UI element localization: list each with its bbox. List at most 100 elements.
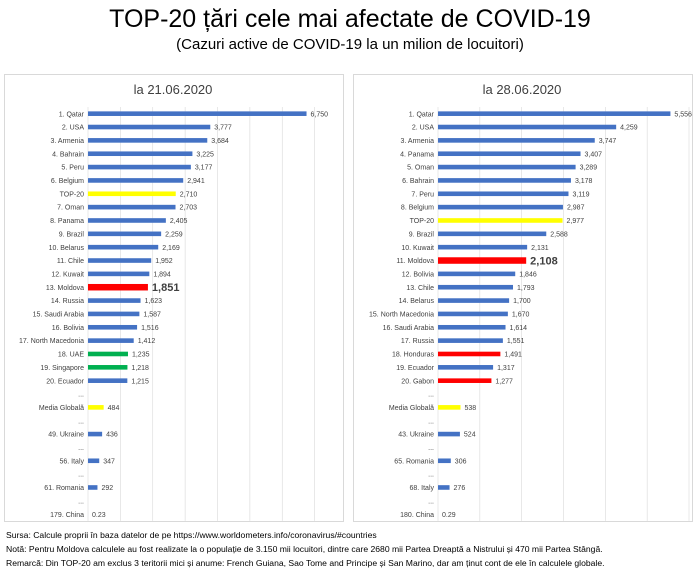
value-label-16-saudi-arabia: 1,614 <box>510 325 528 332</box>
bar-14-belarus <box>438 298 510 303</box>
value-label-19-ecuador: 1,317 <box>497 365 515 372</box>
category-label-2-usa: 2. USA <box>62 125 85 132</box>
value-label-10-belarus: 2,169 <box>162 245 180 252</box>
bar-18-uae <box>88 351 128 357</box>
value-label-top-20: 2,710 <box>180 191 198 198</box>
value-label-5-oman: 3,289 <box>580 165 598 172</box>
category-label-3-armenia: 3. Armenia <box>51 138 85 145</box>
bar-media-global <box>438 405 461 410</box>
bar-13-chile <box>438 284 514 290</box>
value-label-18-honduras: 1,491 <box>504 352 522 359</box>
bar-12-kuwait <box>88 271 150 277</box>
bar-15-north-macedonia <box>438 311 508 317</box>
value-label-9-brazil: 2,259 <box>165 231 183 238</box>
value-label-68-italy: 276 <box>454 485 466 492</box>
bar-10-kuwait <box>438 244 528 250</box>
value-label-media-global: 484 <box>108 405 120 412</box>
category-label-dots: ... <box>428 445 434 452</box>
value-label-top-20: 2,977 <box>567 218 585 225</box>
category-label-dots: ... <box>78 498 84 505</box>
category-label-7-peru: 7. Peru <box>411 191 434 198</box>
bar-15-saudi-arabia <box>88 311 140 317</box>
bar-16-saudi-arabia <box>438 324 506 330</box>
bar-top-20 <box>438 218 563 223</box>
category-label-2-usa: 2. USA <box>412 125 435 132</box>
bar-3-armenia <box>88 138 208 143</box>
bar-5-oman <box>438 164 576 170</box>
category-label-dots: ... <box>428 498 434 505</box>
page-title: TOP-20 țări cele mai afectate de COVID-1… <box>109 5 591 33</box>
category-label-13-chile: 13. Chile <box>406 285 434 292</box>
category-label-49-ukraine: 49. Ukraine <box>48 432 84 439</box>
bar-61-romania <box>88 485 98 490</box>
category-label-20-gabon: 20. Gabon <box>401 378 434 385</box>
bar-6-belgium <box>88 178 184 183</box>
value-label-10-kuwait: 2,131 <box>531 245 549 252</box>
chart-title: la 21.06.2020 <box>134 82 213 97</box>
bar-10-belarus <box>88 244 159 250</box>
category-label-10-kuwait: 10. Kuwait <box>401 245 434 252</box>
category-label-dots: ... <box>428 392 434 399</box>
category-label-180-china: 180. China <box>400 512 434 519</box>
chart-panel-right: la 28.06.20200.001000.002000.003000.0040… <box>353 74 693 522</box>
bar-3-armenia <box>438 138 595 143</box>
bar-14-russia <box>88 298 141 303</box>
category-label-11-chile: 11. Chile <box>57 258 84 265</box>
category-label-65-romania: 65. Romania <box>394 458 434 465</box>
value-label-3-armenia: 3,684 <box>211 138 229 145</box>
bar-2-usa <box>88 124 211 130</box>
category-label-11-moldova: 11. Moldova <box>396 258 434 265</box>
category-label-17-north-macedonia: 17. North Macedonia <box>19 338 84 345</box>
bar-65-romania <box>438 458 451 464</box>
category-label-dots: ... <box>78 418 84 425</box>
bar-1-qatar <box>438 111 671 116</box>
value-label-3-armenia: 3,747 <box>599 138 617 145</box>
bar-8-panama <box>88 218 166 223</box>
bar-6-bahrain <box>438 178 571 183</box>
value-label-5-peru: 3,177 <box>195 165 213 172</box>
value-label-12-bolivia: 1,846 <box>519 271 537 278</box>
value-label-49-ukraine: 436 <box>106 432 118 439</box>
category-label-61-romania: 61. Romania <box>44 485 84 492</box>
bar-20-ecuador <box>88 378 128 383</box>
bar-68-italy <box>438 485 450 490</box>
category-label-9-brazil: 9. Brazil <box>409 231 435 238</box>
category-label-9-brazil: 9. Brazil <box>59 231 85 238</box>
source-note: Sursa: Calcule proprii în baza datelor d… <box>6 530 377 540</box>
category-label-3-armenia: 3. Armenia <box>401 138 435 145</box>
category-label-18-honduras: 18. Honduras <box>392 352 435 359</box>
category-label-16-saudi-arabia: 16. Saudi Arabia <box>383 325 434 332</box>
category-label-4-panama: 4. Panama <box>400 151 434 158</box>
value-label-12-kuwait: 1,894 <box>153 271 171 278</box>
category-label-1-qatar: 1. Qatar <box>59 111 85 118</box>
bar-4-panama <box>438 151 581 157</box>
chart-title: la 28.06.2020 <box>483 82 562 97</box>
category-label-14-belarus: 14. Belarus <box>399 298 435 305</box>
bar-43-ukraine <box>438 431 460 437</box>
category-label-media-global: Media Globală <box>389 405 434 412</box>
bar-17-north-macedonia <box>88 338 134 343</box>
category-label-dots: ... <box>78 472 84 479</box>
bar-7-oman <box>88 204 176 210</box>
category-label-8-belgium: 8. Belgium <box>401 205 434 212</box>
value-label-180-china: 0.29 <box>442 512 456 519</box>
category-label-6-belgium: 6. Belgium <box>51 178 84 185</box>
bar-13-moldova <box>88 283 148 291</box>
bar-media-global <box>88 405 104 410</box>
category-label-12-kuwait: 12. Kuwait <box>51 271 84 278</box>
category-label-media-global: Media Globală <box>39 405 84 412</box>
value-label-15-north-macedonia: 1,670 <box>512 312 530 319</box>
category-label-19-ecuador: 19. Ecuador <box>396 365 434 372</box>
moldova-note: Notă: Pentru Moldova calculele au fost r… <box>6 544 603 554</box>
bar-2-usa <box>438 124 617 130</box>
bar-1-qatar <box>88 111 307 116</box>
value-label-20-ecuador: 1,215 <box>131 378 149 385</box>
page-subtitle: (Cazuri active de COVID-19 la un milion … <box>176 36 524 53</box>
remark-note: Remarcă: Din TOP-20 am exclus 3 teritori… <box>6 558 605 568</box>
bar-8-belgium <box>438 204 563 210</box>
category-label-dots: ... <box>78 445 84 452</box>
value-label-2-usa: 3,777 <box>214 125 232 132</box>
category-label-12-bolivia: 12. Bolivia <box>402 271 434 278</box>
value-label-20-gabon: 1,277 <box>495 378 513 385</box>
bar-9-brazil <box>438 231 547 237</box>
